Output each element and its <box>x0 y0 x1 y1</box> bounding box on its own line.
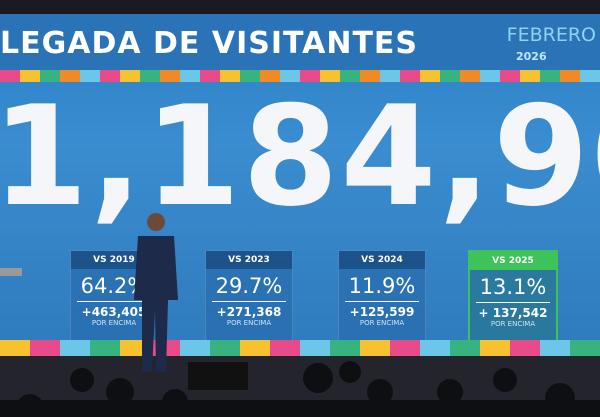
total: 1,184,902 <box>0 76 600 237</box>
speaker <box>134 213 178 372</box>
comparison-percent: 29.7% <box>212 269 286 302</box>
comparison-label: VS 2024 <box>339 251 425 269</box>
audience <box>0 361 600 417</box>
year: 2026 <box>516 50 547 63</box>
comparison-increase: +463,405 <box>81 305 147 319</box>
comparison-increase: +125,599 <box>349 305 415 319</box>
comparison-label: VS 2023 <box>206 251 292 269</box>
comparison-increase: + 137,542 <box>478 306 548 320</box>
comparison-note: POR ENCIMA <box>490 320 536 328</box>
title-bar <box>0 14 600 70</box>
comparison-note: POR ENCIMA <box>91 319 137 327</box>
comparison-card: VS 2025 13.1% + 137,542 POR ENCIMA <box>468 250 558 344</box>
comparison-label: VS 2019 <box>71 251 157 269</box>
comparison-label: VS 2025 <box>470 252 556 270</box>
comparison-card: VS 2024 11.9% +125,599 POR ENCIMA <box>338 250 426 342</box>
month: FEBRERO <box>506 24 596 46</box>
comparison-percent: 11.9% <box>345 269 419 302</box>
comparison-note: POR ENCIMA <box>226 319 272 327</box>
comparison-card: VS 2023 29.7% +271,368 POR ENCIMA <box>205 250 293 342</box>
comparison-increase: +271,368 <box>216 305 282 319</box>
comparison-percent: 13.1% <box>476 270 550 303</box>
comparison-note: POR ENCIMA <box>359 319 405 327</box>
podium <box>0 268 22 276</box>
monitor <box>188 362 248 390</box>
decor-strip <box>0 70 600 82</box>
title: LEGADA DE VISITANTES <box>0 26 419 61</box>
